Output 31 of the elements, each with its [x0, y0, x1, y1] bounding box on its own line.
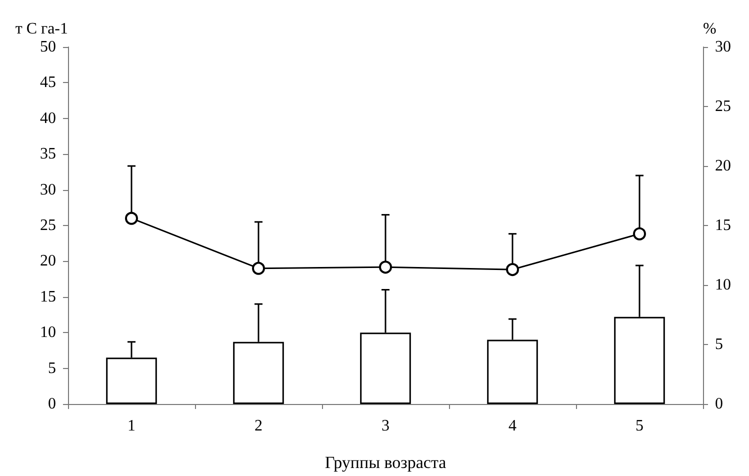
y-tick-label: 50	[40, 38, 56, 56]
x-tick-label: 4	[508, 418, 516, 434]
x-tick-label: 5	[636, 418, 644, 434]
y-tick-label: 15	[40, 288, 56, 306]
point	[252, 262, 265, 275]
x-tick-label: 1	[128, 418, 136, 434]
x-tick-label: 3	[382, 418, 390, 434]
y-tick-label: 45	[40, 74, 56, 92]
y2-tick-label: 20	[715, 158, 731, 174]
y2-tick-label: 10	[715, 276, 731, 294]
point	[506, 263, 519, 276]
y-tick-label: 35	[40, 146, 56, 163]
y-tick-label: 40	[40, 110, 56, 127]
y2-axis-title: %	[703, 20, 716, 38]
y2-tick-label: 15	[715, 217, 731, 234]
point	[633, 227, 646, 240]
y2-tick-label: 5	[715, 336, 723, 353]
y-tick-label: 20	[40, 252, 56, 270]
y-tick-label: 0	[48, 396, 56, 412]
y2-tick-label: 25	[715, 98, 731, 115]
point	[125, 212, 138, 225]
x-axis-title: Группы возраста	[324, 453, 447, 472]
x-tick-label: 2	[254, 418, 262, 434]
y2-tick-label: 0	[715, 396, 723, 412]
y-tick-label: 10	[40, 324, 56, 342]
point	[379, 260, 392, 274]
y-tick-label: 25	[40, 217, 56, 234]
y-tick-label: 5	[48, 360, 56, 377]
y-axis-title: т С га-1	[15, 20, 68, 38]
y-tick-label: 30	[40, 181, 56, 198]
y2-tick-label: 30	[715, 38, 731, 56]
